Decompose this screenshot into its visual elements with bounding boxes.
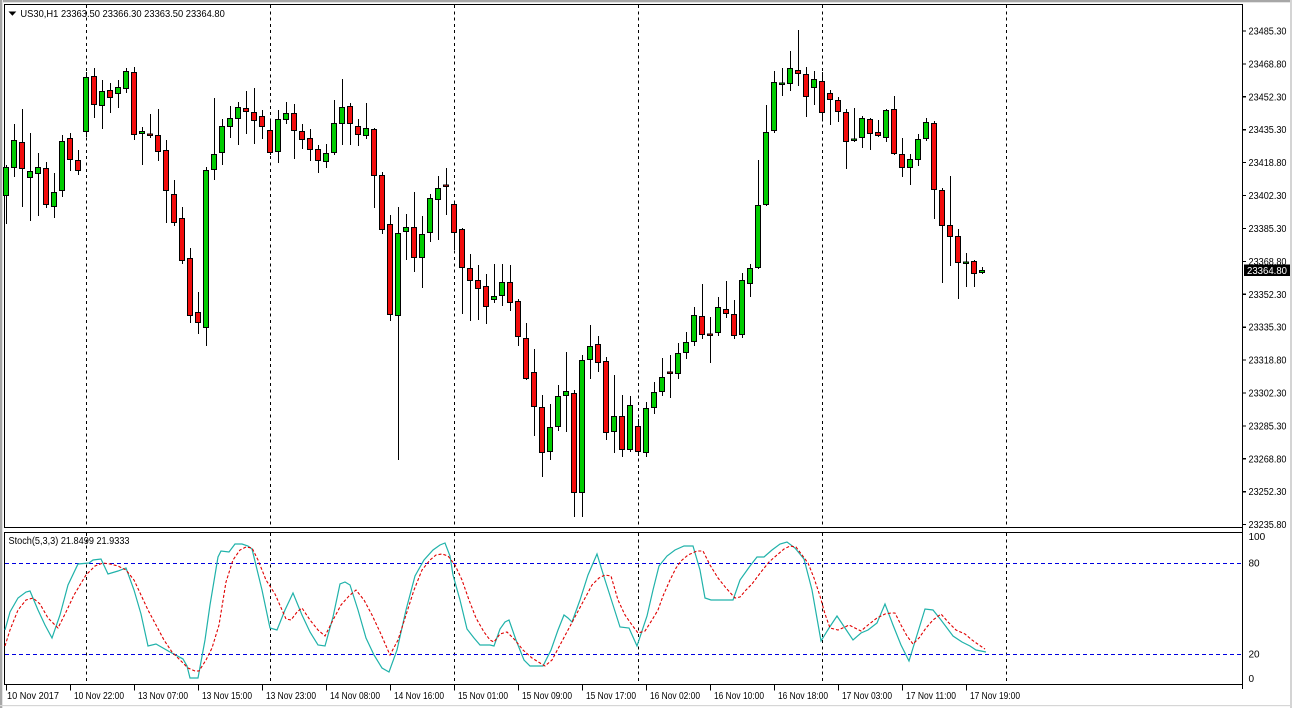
svg-text:23468.80: 23468.80 xyxy=(1249,59,1287,70)
svg-text:23402.30: 23402.30 xyxy=(1249,191,1287,202)
svg-text:10 Nov 2017: 10 Nov 2017 xyxy=(7,691,59,702)
svg-text:23452.30: 23452.30 xyxy=(1249,92,1287,103)
svg-text:17 Nov 11:00: 17 Nov 11:00 xyxy=(906,691,956,702)
svg-text:23418.80: 23418.80 xyxy=(1249,158,1287,169)
svg-text:23285.30: 23285.30 xyxy=(1249,421,1287,432)
svg-text:100: 100 xyxy=(1249,532,1266,543)
svg-text:23318.80: 23318.80 xyxy=(1249,356,1287,367)
svg-text:23235.80: 23235.80 xyxy=(1249,520,1287,531)
svg-text:23352.30: 23352.30 xyxy=(1249,290,1287,301)
svg-text:23435.30: 23435.30 xyxy=(1249,125,1287,136)
svg-text:23335.30: 23335.30 xyxy=(1249,323,1287,334)
svg-text:17 Nov 19:00: 17 Nov 19:00 xyxy=(970,691,1020,702)
svg-text:15 Nov 01:00: 15 Nov 01:00 xyxy=(458,691,508,702)
svg-text:23252.30: 23252.30 xyxy=(1249,487,1287,498)
svg-text:15 Nov 09:00: 15 Nov 09:00 xyxy=(522,691,572,702)
svg-text:20: 20 xyxy=(1249,650,1261,661)
svg-text:13 Nov 07:00: 13 Nov 07:00 xyxy=(138,691,188,702)
svg-text:80: 80 xyxy=(1249,559,1261,570)
svg-text:15 Nov 17:00: 15 Nov 17:00 xyxy=(586,691,636,702)
svg-text:23485.30: 23485.30 xyxy=(1249,27,1287,38)
svg-text:16 Nov 18:00: 16 Nov 18:00 xyxy=(778,691,828,702)
svg-text:10 Nov 22:00: 10 Nov 22:00 xyxy=(74,691,124,702)
svg-text:17 Nov 03:00: 17 Nov 03:00 xyxy=(842,691,892,702)
svg-text:14 Nov 16:00: 14 Nov 16:00 xyxy=(394,691,444,702)
svg-text:23368.80: 23368.80 xyxy=(1249,257,1287,268)
svg-text:23364.80: 23364.80 xyxy=(1247,266,1287,277)
svg-text:14 Nov 08:00: 14 Nov 08:00 xyxy=(330,691,380,702)
svg-text:US30,H1 23363.50 23366.30 233: US30,H1 23363.50 23366.30 23363.50 23364… xyxy=(20,8,225,20)
svg-text:16 Nov 02:00: 16 Nov 02:00 xyxy=(650,691,700,702)
svg-text:16 Nov 10:00: 16 Nov 10:00 xyxy=(714,691,764,702)
svg-text:Stoch(5,3,3) 21.8499 21.9333: Stoch(5,3,3) 21.8499 21.9333 xyxy=(9,535,130,547)
svg-text:13 Nov 23:00: 13 Nov 23:00 xyxy=(266,691,316,702)
svg-text:23268.80: 23268.80 xyxy=(1249,454,1287,465)
svg-text:0: 0 xyxy=(1249,674,1255,685)
svg-text:13 Nov 15:00: 13 Nov 15:00 xyxy=(202,691,252,702)
svg-text:23302.30: 23302.30 xyxy=(1249,389,1287,400)
svg-text:23385.30: 23385.30 xyxy=(1249,224,1287,235)
